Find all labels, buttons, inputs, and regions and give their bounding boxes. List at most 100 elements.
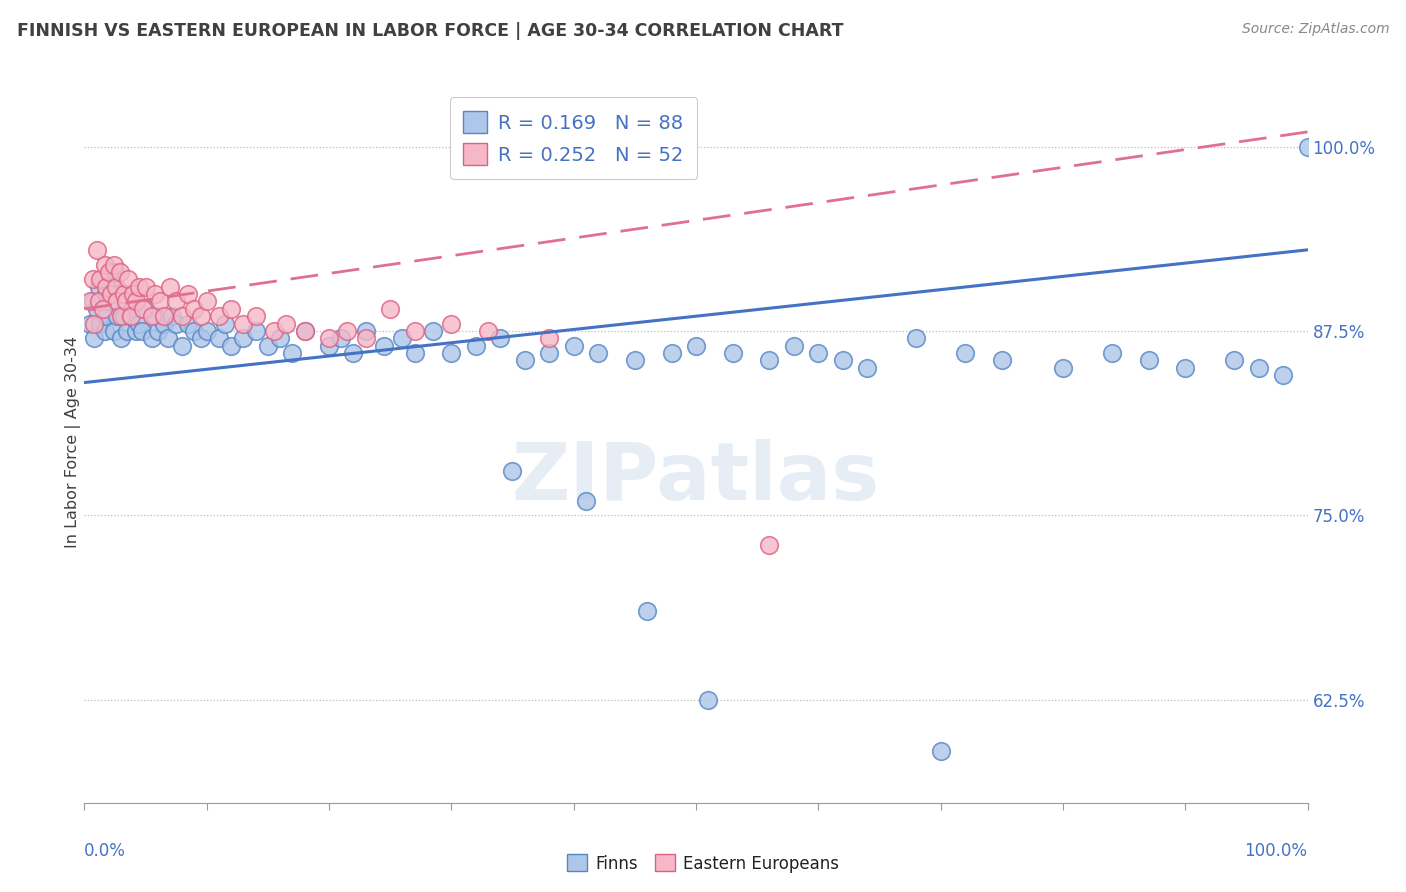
Point (112, 287, 135, 301)
Point (120, 309, 142, 323)
Point (276, 317, 298, 331)
Point (905, 331, 928, 345)
Point (135, 279, 157, 293)
Point (538, 331, 561, 345)
Point (128, 279, 150, 293)
Point (190, 309, 212, 323)
Point (135, 301, 157, 316)
Point (114, 287, 136, 301)
Point (79, 294, 101, 309)
Point (661, 346, 683, 360)
Point (208, 331, 231, 345)
Point (538, 346, 561, 360)
Point (128, 317, 150, 331)
Text: Source: ZipAtlas.com: Source: ZipAtlas.com (1241, 22, 1389, 37)
Text: 100.0%: 100.0% (1244, 842, 1308, 860)
Point (1137, 353, 1160, 368)
Point (721, 346, 744, 360)
Point (1174, 360, 1197, 375)
Point (159, 279, 181, 293)
Point (1296, 139, 1319, 153)
Point (162, 309, 184, 323)
Point (125, 324, 148, 338)
Point (153, 309, 176, 323)
Point (294, 324, 316, 338)
Point (105, 309, 128, 323)
Point (115, 324, 138, 338)
Point (991, 353, 1014, 368)
Point (143, 287, 166, 301)
Point (89, 272, 111, 286)
Point (96, 287, 118, 301)
Point (636, 604, 658, 618)
Point (219, 301, 242, 316)
Point (404, 324, 426, 338)
Point (117, 272, 139, 286)
Point (929, 744, 952, 758)
Point (758, 353, 780, 368)
Point (177, 287, 200, 301)
Point (87, 294, 110, 309)
Point (422, 324, 444, 338)
Point (440, 317, 463, 331)
Point (354, 324, 377, 338)
Point (143, 309, 166, 323)
Point (208, 309, 231, 323)
Point (83, 317, 105, 331)
Point (281, 346, 304, 360)
Point (153, 317, 176, 331)
Point (103, 258, 125, 272)
Point (1052, 360, 1074, 375)
Point (1223, 353, 1246, 368)
Legend: Finns, Eastern Europeans: Finns, Eastern Europeans (561, 847, 845, 880)
Point (165, 317, 187, 331)
Point (115, 294, 138, 309)
Point (562, 339, 585, 353)
Point (183, 324, 205, 338)
Point (856, 360, 879, 375)
Point (257, 339, 280, 353)
Point (96, 279, 118, 293)
Point (97, 265, 120, 279)
Point (110, 331, 132, 345)
Point (318, 331, 340, 345)
Point (131, 324, 153, 338)
Point (1272, 368, 1295, 383)
Point (440, 346, 463, 360)
Point (380, 301, 402, 316)
Point (513, 353, 536, 368)
Point (624, 353, 647, 368)
Point (82, 272, 104, 286)
Point (141, 331, 163, 345)
Point (110, 309, 132, 323)
Point (245, 324, 267, 338)
Point (86, 301, 108, 316)
Point (219, 339, 242, 353)
Point (83, 331, 105, 345)
Point (122, 287, 145, 301)
Point (89, 317, 111, 331)
Point (783, 339, 806, 353)
Point (373, 339, 395, 353)
Y-axis label: In Labor Force | Age 30-34: In Labor Force | Age 30-34 (65, 335, 82, 548)
Point (391, 331, 413, 345)
Point (183, 301, 205, 316)
Point (697, 692, 720, 706)
Point (100, 279, 122, 293)
Point (172, 339, 194, 353)
Legend: R = 0.169   N = 88, R = 0.252   N = 52: R = 0.169 N = 88, R = 0.252 N = 52 (450, 97, 697, 179)
Point (190, 331, 212, 345)
Point (165, 294, 187, 309)
Text: 0.0%: 0.0% (84, 842, 127, 860)
Point (354, 331, 377, 345)
Point (96, 309, 118, 323)
Point (79, 317, 101, 331)
Point (91, 301, 114, 316)
Point (575, 493, 598, 508)
Point (807, 346, 830, 360)
Point (146, 324, 169, 338)
Point (141, 309, 163, 323)
Point (294, 324, 316, 338)
Point (232, 317, 254, 331)
Point (404, 346, 426, 360)
